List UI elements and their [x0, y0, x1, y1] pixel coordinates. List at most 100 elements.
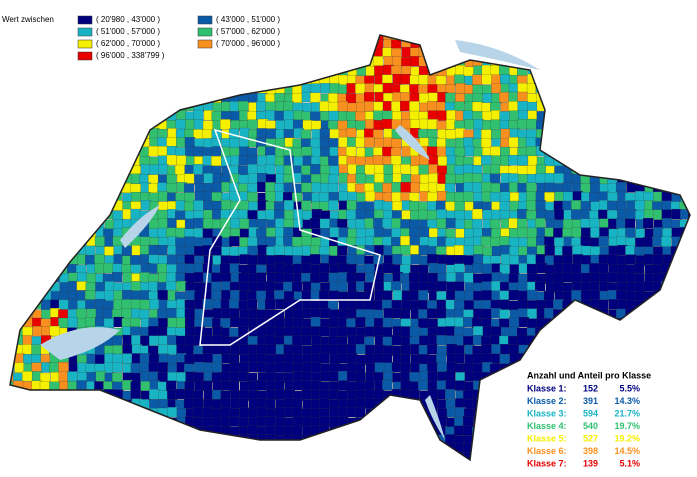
municipality: [337, 245, 348, 256]
municipality: [94, 399, 105, 410]
municipality: [545, 93, 556, 105]
municipality: [491, 443, 503, 454]
municipality: [581, 57, 592, 68]
municipality: [122, 425, 133, 437]
municipality: [112, 399, 123, 410]
municipality: [661, 462, 671, 472]
municipality: [50, 174, 61, 185]
municipality: [256, 75, 268, 86]
municipality: [167, 344, 178, 355]
municipality: [311, 462, 321, 472]
municipality: [283, 389, 295, 400]
municipality: [563, 138, 574, 149]
municipality: [212, 299, 223, 310]
municipality: [184, 254, 195, 265]
municipality: [10, 317, 15, 328]
municipality: [95, 173, 107, 185]
municipality: [626, 137, 637, 148]
municipality: [544, 245, 555, 256]
municipality: [679, 344, 690, 355]
municipality: [626, 344, 637, 355]
municipality: [67, 173, 78, 184]
municipality: [607, 326, 618, 337]
municipality: [239, 218, 250, 229]
municipality: [463, 272, 474, 283]
municipality: [455, 83, 466, 94]
municipality: [311, 120, 322, 131]
municipality: [301, 146, 312, 157]
municipality: [41, 246, 52, 257]
municipality: [481, 181, 492, 193]
municipality: [58, 362, 69, 373]
municipality: [14, 236, 25, 247]
municipality: [94, 443, 105, 454]
municipality: [301, 56, 312, 67]
municipality: [500, 39, 511, 50]
municipality: [139, 254, 151, 265]
municipality: [228, 299, 240, 310]
municipality: [365, 398, 376, 409]
municipality: [10, 137, 16, 148]
municipality: [445, 39, 456, 50]
municipality: [302, 66, 313, 77]
municipality: [652, 362, 663, 373]
municipality: [337, 272, 348, 283]
municipality: [418, 426, 429, 437]
class-name: Klasse 2:: [527, 396, 567, 406]
municipality: [94, 137, 105, 148]
municipality: [23, 138, 34, 150]
municipality: [436, 146, 448, 158]
municipality: [40, 93, 52, 104]
municipality: [130, 111, 141, 122]
municipality: [679, 164, 690, 175]
municipality: [480, 236, 492, 247]
class-count: 527: [583, 433, 598, 443]
municipality: [662, 75, 673, 86]
municipality: [265, 110, 276, 121]
municipality: [679, 299, 690, 311]
municipality: [228, 138, 240, 149]
municipality: [681, 462, 691, 472]
municipality: [41, 408, 52, 419]
municipality: [229, 452, 241, 460]
municipality: [40, 146, 51, 158]
municipality: [482, 390, 493, 402]
municipality: [49, 398, 60, 409]
municipality: [221, 462, 231, 472]
municipality: [85, 66, 96, 77]
municipality: [625, 110, 636, 121]
municipality: [113, 146, 124, 157]
municipality: [517, 353, 528, 364]
municipality: [688, 425, 690, 436]
municipality: [625, 227, 636, 238]
municipality: [68, 434, 79, 445]
municipality: [410, 434, 421, 446]
municipality: [581, 35, 592, 40]
municipality: [328, 200, 339, 211]
municipality: [689, 408, 690, 419]
municipality: [653, 35, 664, 40]
municipality: [671, 84, 682, 95]
municipality: [230, 155, 241, 166]
municipality: [319, 416, 330, 427]
municipality: [374, 426, 385, 438]
municipality: [193, 75, 204, 86]
municipality: [50, 182, 62, 193]
municipality: [229, 327, 240, 339]
municipality: [329, 416, 340, 427]
municipality: [661, 93, 672, 104]
municipality: [139, 299, 151, 310]
municipality: [50, 101, 61, 112]
municipality: [643, 417, 655, 428]
municipality: [103, 64, 114, 76]
municipality: [625, 48, 636, 59]
municipality: [103, 156, 114, 167]
municipality: [176, 74, 187, 85]
municipality: [598, 381, 609, 392]
municipality: [689, 318, 690, 329]
municipality: [355, 406, 366, 418]
municipality: [616, 336, 627, 347]
municipality: [616, 47, 627, 59]
municipality: [94, 434, 105, 446]
municipality: [383, 425, 394, 436]
